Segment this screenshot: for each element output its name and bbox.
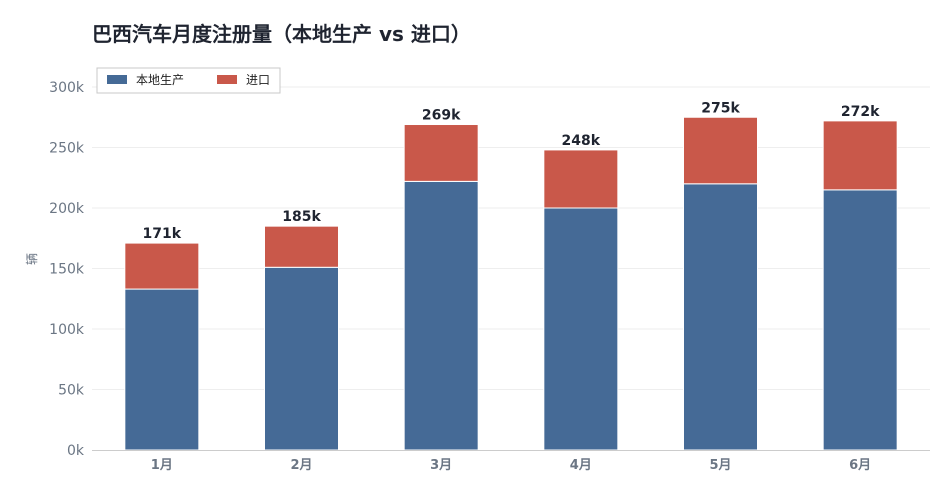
y-tick-label: 50k xyxy=(58,383,85,399)
data-labels: 171k 185k 269k 248k 275k 272k xyxy=(143,100,881,242)
total-label: 275k xyxy=(701,100,740,116)
total-label: 269k xyxy=(422,108,461,124)
bar-local-production xyxy=(822,189,898,451)
bar-import xyxy=(124,242,200,290)
x-tick-label: 3月 xyxy=(430,458,452,473)
y-axis-ticks: 0k 50k 100k 150k 200k 250k 300k xyxy=(49,80,85,459)
bar-local-production xyxy=(124,288,200,451)
legend-swatch-import xyxy=(217,75,237,84)
x-tick-label: 4月 xyxy=(570,458,592,473)
total-label: 185k xyxy=(282,209,321,225)
legend-swatch-local xyxy=(107,75,127,84)
total-label: 248k xyxy=(562,133,601,149)
bar-import xyxy=(822,120,898,191)
total-label: 272k xyxy=(841,104,880,120)
bar-import xyxy=(403,124,479,182)
bar-local-production xyxy=(543,207,619,451)
bar-local-production xyxy=(683,183,758,451)
total-label: 171k xyxy=(143,226,182,242)
legend-label-import: 进口 xyxy=(246,73,270,87)
y-tick-label: 300k xyxy=(49,80,85,96)
bar-local-production xyxy=(264,266,339,451)
y-axis-title: 辆 xyxy=(25,253,39,265)
legend-label-local: 本地生产 xyxy=(136,73,184,87)
bar-import xyxy=(264,225,339,268)
y-tick-label: 150k xyxy=(49,262,85,278)
x-tick-label: 5月 xyxy=(709,458,731,473)
y-tick-label: 200k xyxy=(49,201,85,217)
x-tick-label: 1月 xyxy=(151,458,173,473)
bar-local-production xyxy=(403,180,479,451)
legend-box xyxy=(96,67,281,94)
chart-title: 巴西汽车月度注册量（本地生产 vs 进口） xyxy=(92,22,471,46)
bar-import xyxy=(543,149,619,209)
bars xyxy=(124,116,898,451)
y-tick-label: 100k xyxy=(49,322,85,338)
bar-import xyxy=(683,116,758,185)
y-tick-label: 0k xyxy=(67,443,85,459)
x-axis-ticks: 1月 2月 3月 4月 5月 6月 xyxy=(151,458,871,473)
gridlines xyxy=(92,86,930,390)
x-tick-label: 6月 xyxy=(849,458,871,473)
y-tick-label: 250k xyxy=(49,141,85,157)
x-tick-label: 2月 xyxy=(290,458,312,473)
legend: 本地生产 进口 xyxy=(96,67,281,94)
